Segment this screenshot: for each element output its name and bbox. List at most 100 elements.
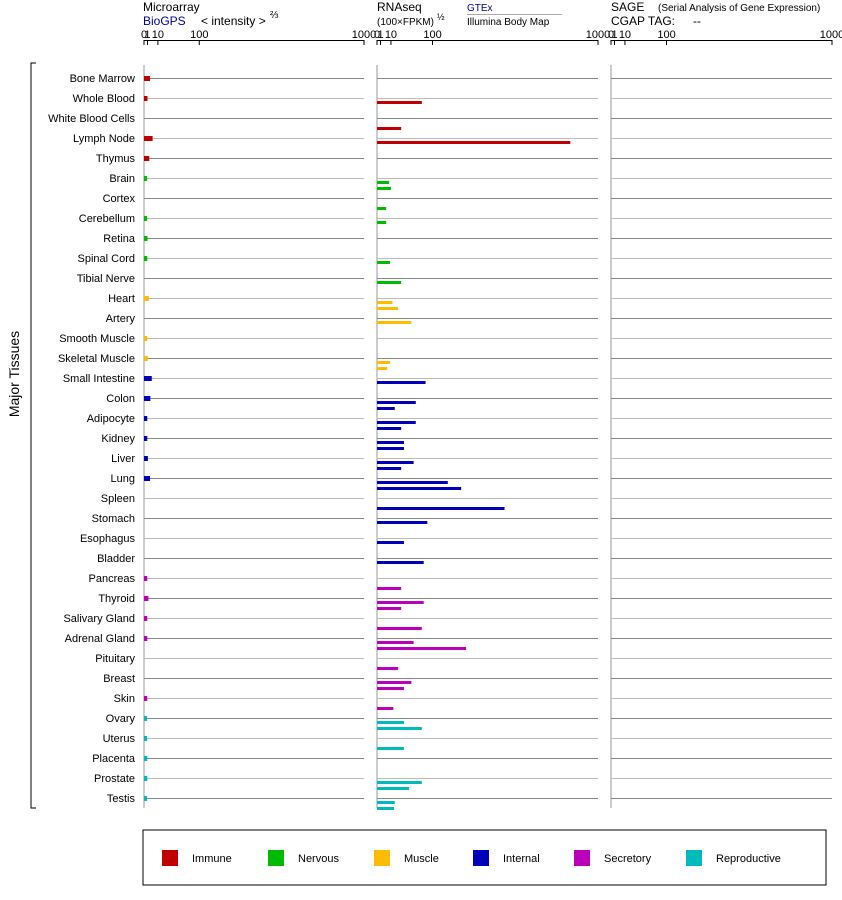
microarray-title: Microarray — [143, 0, 200, 14]
tissue-label: White Blood Cells — [48, 113, 135, 125]
microarray-bar[interactable] — [144, 376, 152, 381]
microarray-bar[interactable] — [144, 396, 151, 401]
rnaseq-title: RNAseq — [377, 0, 422, 14]
microarray-bar[interactable] — [144, 756, 148, 761]
tissue-label: Smooth Muscle — [59, 333, 135, 345]
microarray-bar[interactable] — [144, 96, 148, 101]
tissue-label: Uterus — [103, 733, 136, 745]
rnaseq-gtex-bar[interactable] — [377, 481, 448, 484]
rnaseq-bodymap-bar[interactable] — [377, 207, 387, 210]
legend-label-reproductive: Reproductive — [716, 853, 781, 865]
microarray-bar[interactable] — [144, 636, 148, 641]
tissue-label: Lung — [111, 473, 135, 485]
rnaseq-gtex-bar[interactable] — [377, 221, 387, 224]
rnaseq-bodymap-bar[interactable] — [377, 487, 462, 490]
tissue-label: Adipocyte — [87, 413, 135, 425]
rnaseq-tick-label: 1 — [377, 29, 383, 41]
microarray-bar[interactable] — [144, 156, 150, 161]
rnaseq-bodymap-bar[interactable] — [377, 307, 399, 310]
rnaseq-gtex-bar[interactable] — [377, 101, 422, 104]
microarray-bar[interactable] — [144, 296, 149, 301]
tissue-label: Breast — [103, 673, 135, 685]
rnaseq-bodymap-bar[interactable] — [377, 587, 402, 590]
rnaseq-bodymap-bar[interactable] — [377, 627, 422, 630]
microarray-bar[interactable] — [144, 416, 148, 421]
gtex-link[interactable]: GTEx — [467, 3, 493, 14]
microarray-bar[interactable] — [144, 216, 148, 221]
biogps-link[interactable]: BioGPS — [143, 14, 186, 28]
rnaseq-bodymap-bar[interactable] — [377, 687, 404, 690]
illumina-body-map-link[interactable]: Illumina Body Map — [467, 17, 550, 28]
rnaseq-bodymap-bar[interactable] — [377, 447, 404, 450]
microarray-bar[interactable] — [144, 716, 148, 721]
sage-subtitle: (Serial Analysis of Gene Expression) — [658, 3, 820, 14]
rnaseq-bodymap-bar[interactable] — [377, 187, 391, 190]
microarray-bar[interactable] — [144, 236, 148, 241]
tissue-label: Thyroid — [98, 593, 135, 605]
rnaseq-gtex-bar[interactable] — [377, 601, 424, 604]
rnaseq-gtex-bar[interactable] — [377, 441, 404, 444]
rnaseq-gtex-bar[interactable] — [377, 301, 393, 304]
rnaseq-bodymap-bar[interactable] — [377, 467, 402, 470]
rnaseq-gtex-bar[interactable] — [377, 541, 404, 544]
rnaseq-bodymap-bar[interactable] — [377, 747, 404, 750]
microarray-bar[interactable] — [144, 456, 148, 461]
microarray-bar[interactable] — [144, 356, 148, 361]
rnaseq-gtex-bar[interactable] — [377, 181, 390, 184]
microarray-bar[interactable] — [144, 336, 148, 341]
rnaseq-bodymap-bar[interactable] — [377, 707, 394, 710]
microarray-bar[interactable] — [144, 616, 148, 621]
rnaseq-bodymap-bar[interactable] — [377, 607, 402, 610]
rnaseq-unit: (100×FPKM) — [377, 17, 434, 28]
microarray-bar[interactable] — [144, 576, 148, 581]
microarray-tick-label: 0 — [141, 29, 147, 41]
microarray-bar[interactable] — [144, 176, 148, 181]
rnaseq-gtex-bar[interactable] — [377, 641, 414, 644]
microarray-bar[interactable] — [144, 696, 148, 701]
rnaseq-bodymap-bar[interactable] — [377, 727, 422, 730]
rnaseq-gtex-bar[interactable] — [377, 421, 416, 424]
microarray-bar[interactable] — [144, 596, 149, 601]
microarray-bar[interactable] — [144, 76, 151, 81]
microarray-bar[interactable] — [144, 776, 148, 781]
rnaseq-bodymap-bar[interactable] — [377, 507, 505, 510]
microarray-bar[interactable] — [144, 436, 148, 441]
microarray-bar[interactable] — [144, 136, 153, 141]
rnaseq-gtex-bar[interactable] — [377, 361, 391, 364]
microarray-bar[interactable] — [144, 476, 151, 481]
rnaseq-bodymap-bar[interactable] — [377, 807, 395, 810]
sage-tick-label: 100 — [657, 29, 675, 41]
rnaseq-gtex-bar[interactable] — [377, 381, 426, 384]
rnaseq-gtex-bar[interactable] — [377, 801, 395, 804]
microarray-bar[interactable] — [144, 736, 148, 741]
tissue-label: Cerebellum — [79, 213, 135, 225]
rnaseq-gtex-bar[interactable] — [377, 261, 391, 264]
sage-tick-label: 1 — [611, 29, 617, 41]
tissue-label: Skin — [114, 693, 135, 705]
rnaseq-bodymap-bar[interactable] — [377, 787, 410, 790]
rnaseq-bodymap-bar[interactable] — [377, 667, 399, 670]
rnaseq-gtex-bar[interactable] — [377, 281, 402, 284]
rnaseq-gtex-bar[interactable] — [377, 141, 571, 144]
tissue-label: Whole Blood — [73, 93, 135, 105]
legend-swatch-secretory — [574, 850, 590, 866]
rnaseq-bodymap-bar[interactable] — [377, 407, 395, 410]
rnaseq-bodymap-bar[interactable] — [377, 367, 388, 370]
rnaseq-gtex-bar[interactable] — [377, 401, 416, 404]
microarray-bar[interactable] — [144, 796, 148, 801]
rnaseq-gtex-bar[interactable] — [377, 561, 424, 564]
rnaseq-bodymap-bar[interactable] — [377, 427, 402, 430]
rnaseq-gtex-bar[interactable] — [377, 321, 412, 324]
tissue-label: Liver — [111, 453, 135, 465]
tissue-label: Kidney — [101, 433, 135, 445]
tissue-label: Testis — [107, 793, 136, 805]
rnaseq-gtex-bar[interactable] — [377, 681, 412, 684]
rnaseq-gtex-bar[interactable] — [377, 781, 422, 784]
rnaseq-gtex-bar[interactable] — [377, 521, 428, 524]
rnaseq-bodymap-bar[interactable] — [377, 127, 402, 130]
microarray-bar[interactable] — [144, 256, 148, 261]
rnaseq-gtex-bar[interactable] — [377, 721, 404, 724]
rnaseq-bodymap-bar[interactable] — [377, 647, 467, 650]
rnaseq-gtex-bar[interactable] — [377, 461, 414, 464]
tissue-label: Heart — [108, 293, 135, 305]
